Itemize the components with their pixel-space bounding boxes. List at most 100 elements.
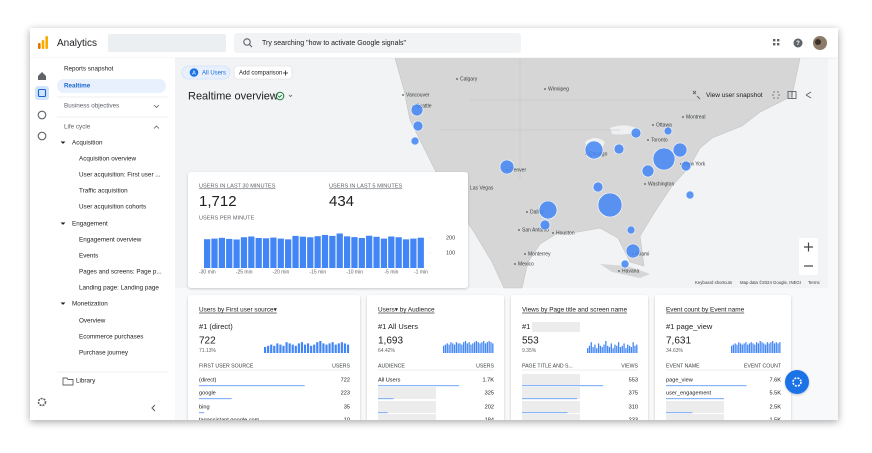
row-bar: [378, 412, 388, 414]
spark-bar: [313, 344, 316, 353]
add-comparison[interactable]: [233, 65, 293, 80]
settings-icon[interactable]: [37, 397, 47, 407]
nav-item[interactable]: Engagement: [72, 221, 108, 228]
spark-bar: [619, 347, 622, 353]
spark-bar: [285, 342, 288, 353]
card-title[interactable]: Event count by Event name: [666, 307, 745, 314]
explore-icon[interactable]: [37, 110, 47, 120]
map-footer[interactable]: Terms: [808, 280, 820, 285]
spark-bar: [291, 344, 294, 353]
logo-bar: [45, 36, 48, 49]
map-place-dot: [644, 183, 646, 185]
fullscreen-icon[interactable]: [772, 91, 780, 99]
search-placeholder: Try searching "how to activate Google si…: [262, 40, 407, 47]
nav-item[interactable]: User acquisition cohorts: [79, 204, 146, 211]
redacted: [378, 401, 436, 413]
card-top-item: #1 (direct): [199, 322, 233, 331]
advertising-icon[interactable]: [37, 131, 47, 141]
spark-bar: [775, 342, 777, 353]
nav-item[interactable]: Traffic acquisition: [79, 188, 128, 195]
spark-bar: [754, 344, 756, 353]
nav-item[interactable]: Purchase journey: [79, 350, 129, 357]
metric-label: USERS IN LAST 30 MINUTES: [199, 183, 276, 189]
share-icon[interactable]: [805, 91, 812, 99]
map-place: Houston: [556, 230, 575, 236]
search-box[interactable]: [234, 33, 521, 53]
nav-item[interactable]: Business objectives: [64, 103, 119, 110]
page-title: Realtime overview: [188, 90, 278, 102]
chart-title: USERS PER MINUTE: [199, 215, 255, 221]
view-user-snapshot[interactable]: View user snapshot: [706, 92, 763, 99]
spark-bar: [307, 343, 310, 353]
spark-bar: [484, 343, 487, 353]
map-footer[interactable]: Keyboard shortcuts: [695, 280, 732, 285]
card-title[interactable]: Users▾ by Audience: [378, 307, 435, 314]
nav-item[interactable]: Overview: [79, 318, 106, 325]
help-icon[interactable]: [793, 38, 803, 48]
card-total: 722: [199, 336, 216, 347]
apps-icon[interactable]: [773, 39, 780, 46]
spark-bar: [448, 344, 450, 353]
spark-bar: [605, 341, 607, 353]
insights-button[interactable]: [785, 370, 809, 394]
map-place: Monterrey: [528, 251, 551, 257]
spark-bar: [736, 344, 738, 353]
map-place: New York: [684, 161, 706, 167]
nav-chevron[interactable]: [153, 104, 160, 109]
spark-bar: [470, 344, 472, 353]
nav-item[interactable]: Monetization: [72, 301, 108, 308]
add-icon: [283, 70, 288, 76]
reports-icon-bg[interactable]: [35, 86, 49, 100]
nav-item[interactable]: Realtime: [64, 83, 91, 90]
spark-bar: [282, 345, 285, 353]
spark-bar: [279, 344, 282, 353]
spark-bar: [322, 343, 325, 353]
bar: [248, 236, 255, 268]
account-picker[interactable]: [108, 34, 226, 52]
spark-bar: [464, 341, 467, 353]
map-bubble: [410, 136, 420, 146]
nav-item[interactable]: Library: [76, 378, 96, 385]
x-tick-label: -25 min: [236, 269, 253, 275]
metric-value: 434: [329, 193, 354, 210]
title-dropdown[interactable]: [288, 94, 293, 98]
bar: [204, 239, 211, 268]
bar: [417, 237, 424, 268]
column-header: FIRST USER SOURCE: [199, 363, 254, 369]
nav-item[interactable]: User acquisition: First user ...: [79, 172, 161, 179]
row-bar: [666, 385, 747, 387]
card-title[interactable]: Views by Page title and screen name: [522, 307, 627, 314]
bar: [233, 239, 240, 268]
map-place: Las Vegas: [470, 185, 494, 191]
nav-item[interactable]: Landing page: Landing page: [79, 285, 159, 292]
home-icon[interactable]: [38, 72, 46, 80]
nav-item[interactable]: Acquisition overview: [79, 156, 136, 163]
row-bar: [199, 425, 200, 426]
map-place: Seattle: [416, 103, 432, 109]
bar: [321, 235, 329, 268]
map-bubble: [592, 181, 604, 193]
nav-item[interactable]: Events: [79, 253, 98, 260]
map-place-dot: [652, 124, 654, 126]
row-label: bing: [199, 404, 210, 410]
map-bubble: [538, 200, 558, 220]
collapse-nav[interactable]: [151, 404, 156, 412]
bar: [285, 239, 292, 268]
redacted: [522, 374, 580, 386]
app: CalgaryWinnipegVancouverSeattleChicagoOt…: [30, 28, 838, 426]
spark-bar: [743, 343, 745, 353]
nav-item[interactable]: Life cycle: [64, 124, 91, 131]
nav-item[interactable]: Ecommerce purchases: [79, 334, 143, 341]
bar: [358, 238, 365, 268]
spark-bar: [756, 342, 758, 353]
map-bubble: [663, 126, 673, 136]
nav-item[interactable]: Engagement overview: [79, 237, 142, 244]
zoom-in[interactable]: [804, 242, 813, 252]
nav-item[interactable]: Reports snapshot: [64, 66, 114, 73]
nav-chevron[interactable]: [153, 125, 160, 129]
card-title[interactable]: Users by First user source▾: [199, 307, 278, 314]
map-bubble: [620, 259, 630, 269]
nav-item[interactable]: Pages and screens: Page p...: [79, 269, 162, 276]
nav-item[interactable]: Acquisition: [72, 140, 103, 147]
bar: [307, 237, 314, 268]
